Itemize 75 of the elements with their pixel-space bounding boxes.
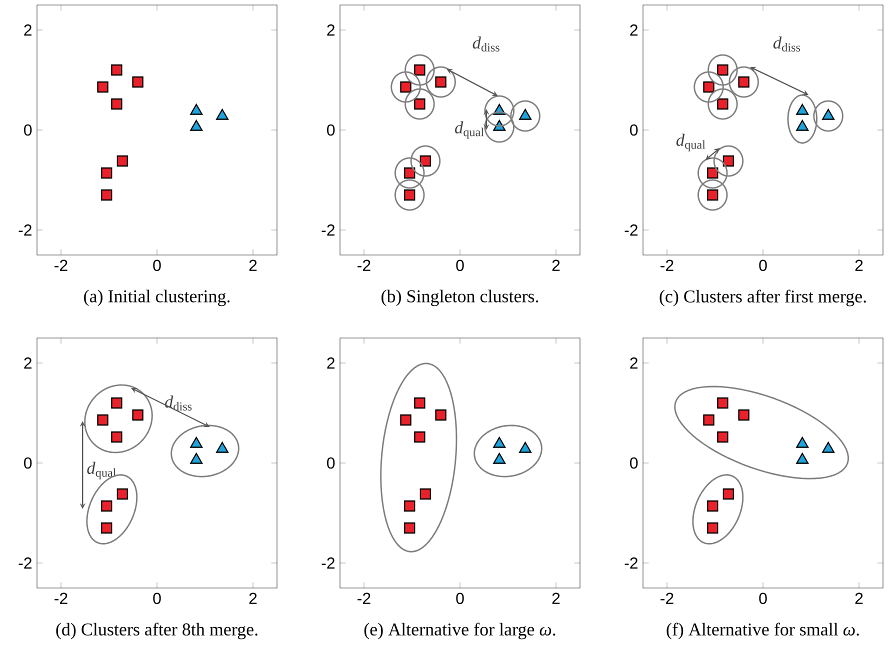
annotation: d$_{diss}$: [472, 36, 500, 52]
point: [717, 431, 728, 443]
x-tick-label: -2: [660, 260, 674, 271]
point: [707, 522, 718, 534]
point: [435, 409, 446, 421]
y-tick-label: -2: [322, 224, 334, 236]
y-tick-label: 2: [630, 357, 638, 369]
x-tick-label: 2: [249, 592, 257, 604]
point: [132, 409, 144, 421]
x-tick-label: 2: [249, 260, 257, 271]
y-tick-label: 2: [327, 357, 334, 369]
x-tick-label: 0: [759, 592, 767, 604]
x-tick-label: -2: [358, 592, 370, 604]
point: [703, 414, 714, 426]
annotation: d$_{qual}$: [454, 121, 484, 139]
y-tick-label: -2: [18, 224, 32, 236]
point: [738, 409, 750, 421]
y-tick-label: 0: [24, 457, 32, 469]
x-tick-label: 2: [552, 260, 560, 271]
y-tick-label: 2: [630, 24, 638, 36]
point: [722, 488, 734, 500]
point: [97, 414, 108, 426]
point: [404, 522, 416, 534]
y-tick-label: 0: [630, 457, 638, 469]
x-tick-label: 2: [855, 260, 863, 271]
x-tick-label: 0: [456, 260, 464, 272]
point: [132, 76, 144, 88]
x-tick-label: 2: [855, 592, 863, 604]
y-tick-label: 2: [327, 24, 334, 36]
y-tick-label: 0: [630, 124, 638, 136]
point: [414, 397, 426, 409]
annotation: d$_{qual}$: [87, 462, 116, 480]
y-tick-label: 0: [24, 124, 32, 136]
point: [717, 397, 728, 409]
text: (e) Alternative for large ω.: [364, 622, 556, 640]
x-tick-label: -2: [660, 592, 674, 604]
x-tick-label: 0: [153, 592, 161, 604]
point: [111, 64, 122, 76]
y-tick-label: -2: [18, 557, 32, 569]
x-tick-label: 0: [759, 260, 767, 272]
annotation: d$_{qual}$: [676, 134, 706, 152]
point: [420, 488, 432, 500]
point: [111, 397, 122, 409]
x-tick-label: 0: [456, 592, 464, 604]
point: [116, 155, 128, 167]
y-tick-label: -2: [322, 557, 334, 569]
y-tick-label: 2: [24, 357, 32, 369]
point: [111, 431, 122, 443]
x-tick-label: -2: [358, 260, 370, 271]
annotation: d$_{diss}$: [773, 36, 800, 52]
text: (c) Clusters after first merge.: [660, 290, 866, 306]
y-tick-label: -2: [624, 557, 638, 569]
point: [400, 414, 412, 426]
point: [404, 500, 416, 512]
x-tick-label: -2: [54, 260, 68, 271]
y-tick-label: 0: [327, 124, 335, 136]
text: (f) Alternative for small ω.: [666, 622, 859, 640]
point: [101, 500, 112, 512]
point: [101, 189, 112, 201]
y-tick-label: 0: [327, 457, 335, 469]
y-tick-label: -2: [624, 224, 638, 236]
point: [414, 431, 426, 443]
text: (a) Initial clustering.: [84, 290, 230, 306]
text: (d) Clusters after 8th merge.: [56, 622, 258, 640]
point: [101, 167, 112, 179]
text: (b) Singleton clusters.: [382, 290, 538, 306]
point: [116, 488, 128, 500]
point: [111, 98, 122, 110]
x-tick-label: 0: [153, 260, 161, 272]
point: [101, 522, 112, 534]
point: [707, 500, 718, 512]
point: [97, 81, 108, 93]
x-tick-label: 2: [552, 592, 560, 604]
y-tick-label: 2: [24, 24, 32, 36]
x-tick-label: -2: [54, 592, 68, 604]
